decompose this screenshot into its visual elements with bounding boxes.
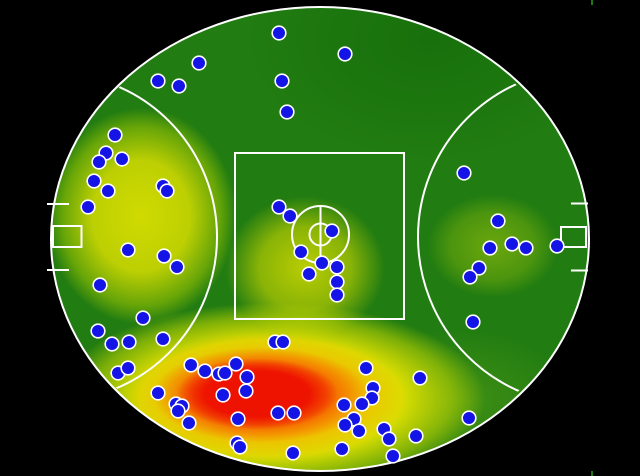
plot-edge-tick-top xyxy=(591,0,593,5)
football-field-heatmap xyxy=(50,6,590,472)
plot-edge-tick-bottom xyxy=(591,471,593,476)
